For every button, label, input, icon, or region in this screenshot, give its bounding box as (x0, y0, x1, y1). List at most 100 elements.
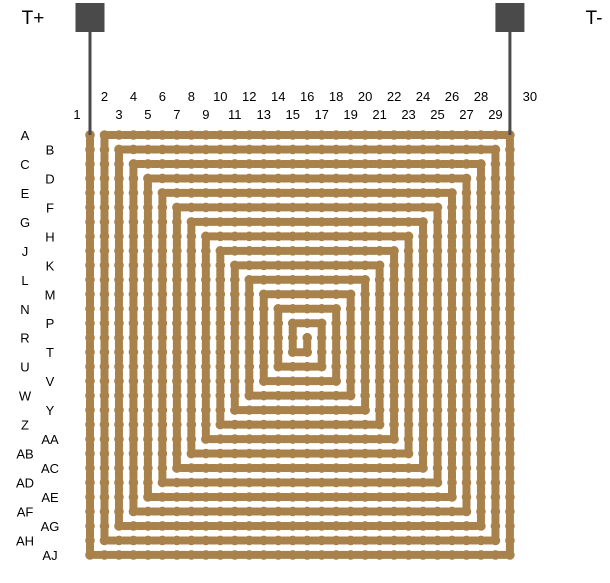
pad (143, 347, 153, 358)
pad (287, 506, 298, 517)
pad (418, 275, 428, 285)
pad (287, 347, 298, 358)
pad (403, 260, 414, 271)
column-label: 27 (459, 107, 473, 122)
pad (432, 550, 443, 560)
pad (345, 390, 356, 401)
pad (85, 144, 95, 155)
pad (461, 289, 472, 300)
pad (374, 419, 385, 430)
pad (476, 188, 486, 198)
pad (186, 361, 197, 372)
pad (230, 217, 240, 227)
pad (432, 376, 443, 386)
pad (287, 419, 298, 430)
pad (331, 188, 341, 198)
pad (331, 448, 341, 459)
pad (186, 303, 197, 314)
pad (331, 217, 341, 227)
pad (85, 188, 95, 198)
pad (128, 419, 139, 430)
pad (287, 217, 298, 227)
pad (345, 303, 356, 314)
pad (157, 217, 168, 227)
pad (99, 144, 110, 155)
pad (432, 521, 443, 531)
pad (476, 492, 486, 502)
pad (360, 173, 370, 184)
pad (345, 376, 356, 386)
pad (85, 550, 95, 560)
pad (490, 361, 501, 372)
pad (172, 275, 182, 285)
pad (345, 506, 356, 517)
pad (215, 303, 226, 314)
pad (476, 231, 486, 242)
pad (345, 347, 356, 358)
pad (143, 492, 153, 502)
pad (215, 448, 226, 459)
column-label: 16 (300, 89, 314, 104)
pad (99, 173, 110, 184)
pad (99, 332, 110, 343)
pad (374, 347, 385, 358)
pad (273, 376, 284, 386)
pad (461, 463, 472, 473)
pad (215, 202, 226, 213)
column-label: 15 (285, 107, 299, 122)
pad (244, 477, 255, 488)
pad (128, 289, 139, 300)
row-label: AD (16, 476, 34, 491)
row-label: B (46, 142, 55, 157)
pad (99, 492, 110, 502)
pad (157, 376, 168, 386)
pad (461, 159, 472, 169)
pad (403, 275, 414, 285)
pad (186, 159, 197, 169)
pad (157, 550, 168, 560)
pad (201, 144, 211, 155)
pad (157, 275, 168, 285)
pad (505, 303, 515, 314)
pad (461, 173, 472, 184)
pad (403, 246, 414, 256)
pad (230, 492, 240, 502)
pad (258, 419, 269, 430)
pad (389, 260, 399, 271)
pad (287, 550, 298, 560)
pad (172, 492, 182, 502)
pad (273, 550, 284, 560)
pad (418, 332, 428, 343)
pad (244, 463, 255, 473)
pad (360, 535, 370, 546)
pad (273, 202, 284, 213)
pad (172, 188, 182, 198)
pad (302, 303, 313, 314)
pad (403, 144, 414, 155)
pad (287, 173, 298, 184)
row-label: AE (41, 490, 59, 505)
pad (316, 217, 327, 227)
pad (374, 448, 385, 459)
pad (273, 159, 284, 169)
pad (490, 217, 501, 227)
terminal-pad (495, 3, 525, 32)
column-label: 24 (416, 89, 430, 104)
pad (490, 130, 501, 140)
pad (201, 275, 211, 285)
pad (85, 361, 95, 372)
row-label: R (20, 331, 29, 346)
pad (85, 463, 95, 473)
pad (85, 260, 95, 271)
pad (258, 477, 269, 488)
pad (215, 318, 226, 329)
pad (186, 347, 197, 358)
pad (85, 275, 95, 285)
pad (273, 405, 284, 415)
pad (316, 246, 327, 256)
pad (215, 188, 226, 198)
pad (99, 477, 110, 488)
pad (447, 521, 457, 531)
pad (505, 463, 515, 473)
pad (447, 173, 457, 184)
